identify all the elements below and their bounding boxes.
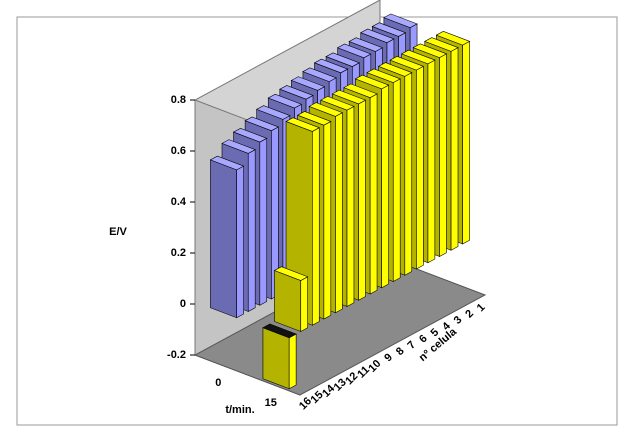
bar-front [358, 99, 366, 301]
y-tick-label: 0.4 [171, 196, 187, 208]
bar-front [416, 65, 424, 270]
bar-front [335, 112, 343, 314]
bar-top [377, 62, 413, 77]
series-label: 0 [215, 377, 221, 389]
bar-side [274, 270, 302, 332]
bar-front [392, 78, 401, 283]
bar-top [302, 67, 337, 82]
bar-top [424, 37, 459, 52]
bar-top [366, 68, 401, 83]
bar-front [312, 127, 320, 326]
series-label: 15 [265, 397, 277, 409]
bar-side [262, 327, 290, 390]
bar [262, 323, 297, 390]
bar-front [247, 149, 256, 313]
bar-top [262, 323, 297, 339]
bar-top [389, 56, 425, 71]
bar-top [371, 22, 407, 37]
bar-top [412, 43, 448, 58]
bar-top [308, 102, 344, 117]
bar-front [404, 72, 413, 276]
y-tick-label: 0.6 [171, 145, 186, 157]
bar-top [400, 49, 436, 65]
bar-front [369, 93, 378, 295]
series-axis-title: t/min. [225, 404, 254, 416]
y-axis-title: E/V [109, 226, 127, 238]
bar-front [381, 84, 389, 289]
bar-top [383, 13, 418, 28]
y-tick-label: -0.2 [167, 349, 186, 361]
y-tick-label: 0.2 [171, 247, 186, 259]
bar-front [236, 165, 244, 319]
bar-top [435, 31, 471, 46]
bar-front [323, 120, 332, 320]
bar-front [259, 137, 268, 306]
bar-top [348, 37, 384, 52]
bar-side [210, 159, 237, 319]
bar-front [427, 59, 436, 264]
y-tick-label: 0.8 [171, 94, 186, 106]
bar-top [354, 74, 390, 90]
bar-top [320, 96, 355, 111]
bar-top [331, 89, 367, 105]
bar-top [221, 139, 256, 154]
bar-front [300, 276, 308, 333]
y-tick-label: 0 [180, 298, 186, 310]
bar-top [232, 127, 268, 143]
bar-top [290, 76, 326, 91]
bar-top [343, 83, 378, 98]
bar-top [285, 117, 320, 132]
bar-front [450, 47, 459, 251]
bar-top [273, 266, 309, 281]
bar-front [439, 53, 447, 258]
bar-top [336, 43, 372, 59]
bar-top [296, 111, 332, 126]
bar-top [325, 52, 360, 67]
bar-top [313, 58, 349, 74]
bar-top [255, 105, 291, 120]
bar-top [209, 155, 245, 171]
bar [273, 266, 309, 333]
bar-top [279, 85, 314, 100]
bar-front [346, 105, 355, 308]
bar-top [267, 93, 303, 109]
bar-top [360, 28, 395, 44]
bar-front [462, 40, 470, 245]
bar [209, 155, 245, 319]
bar-top [244, 116, 280, 132]
bar-front [288, 333, 297, 390]
